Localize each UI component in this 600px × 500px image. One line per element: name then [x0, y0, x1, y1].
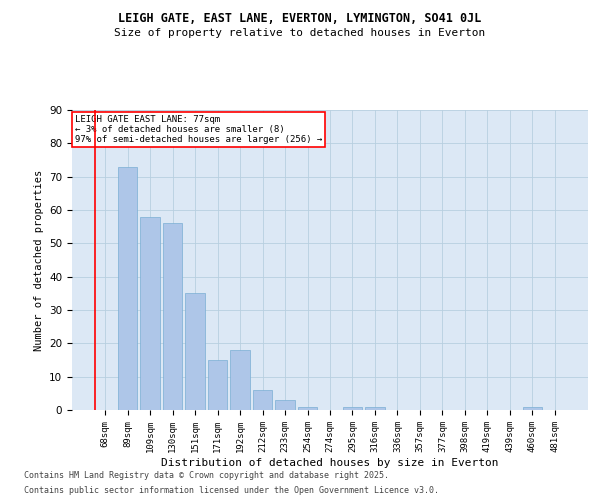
Text: Size of property relative to detached houses in Everton: Size of property relative to detached ho…: [115, 28, 485, 38]
Y-axis label: Number of detached properties: Number of detached properties: [34, 170, 44, 350]
Bar: [523, 406, 542, 410]
Bar: [163, 224, 182, 410]
Bar: [275, 400, 295, 410]
Text: Contains public sector information licensed under the Open Government Licence v3: Contains public sector information licen…: [24, 486, 439, 495]
Bar: [140, 216, 160, 410]
Bar: [298, 406, 317, 410]
Bar: [185, 294, 205, 410]
Text: Contains HM Land Registry data © Crown copyright and database right 2025.: Contains HM Land Registry data © Crown c…: [24, 471, 389, 480]
Bar: [230, 350, 250, 410]
Bar: [208, 360, 227, 410]
Bar: [118, 166, 137, 410]
Text: LEIGH GATE EAST LANE: 77sqm
← 3% of detached houses are smaller (8)
97% of semi-: LEIGH GATE EAST LANE: 77sqm ← 3% of deta…: [74, 114, 322, 144]
Text: LEIGH GATE, EAST LANE, EVERTON, LYMINGTON, SO41 0JL: LEIGH GATE, EAST LANE, EVERTON, LYMINGTO…: [118, 12, 482, 26]
X-axis label: Distribution of detached houses by size in Everton: Distribution of detached houses by size …: [161, 458, 499, 468]
Bar: [365, 406, 385, 410]
Bar: [253, 390, 272, 410]
Bar: [343, 406, 362, 410]
